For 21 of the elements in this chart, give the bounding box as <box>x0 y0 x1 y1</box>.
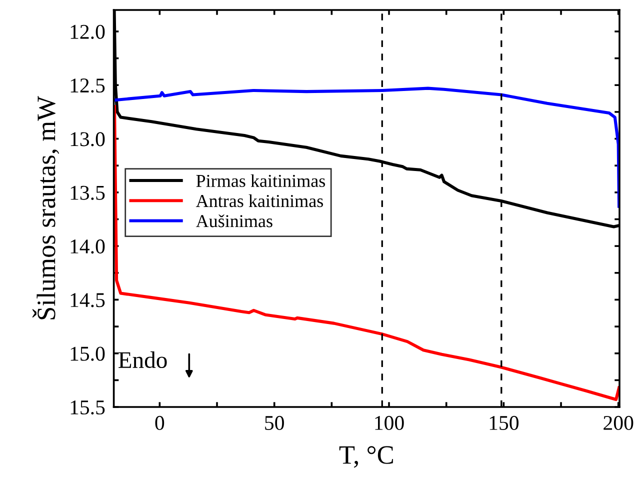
x-tick-label: 200 <box>604 416 634 430</box>
x-axis-title: T, °C <box>339 446 393 468</box>
legend-label: Pirmas kaitinimas <box>196 174 326 188</box>
annotation: Endo <box>118 351 167 368</box>
legend-label: Aušinimas <box>196 214 272 228</box>
line-series <box>114 105 620 402</box>
y-tick-label: 14.5 <box>70 293 105 308</box>
line-series <box>114 86 620 208</box>
y-tick-label: 15.0 <box>70 346 105 361</box>
y-tick-label: 12.0 <box>70 24 105 39</box>
y-tick-label: 13.5 <box>70 186 105 200</box>
x-tick-label: 100 <box>375 416 404 430</box>
x-tick-label: 0 <box>155 416 164 430</box>
legend-label: Antras kaitinimas <box>196 194 323 208</box>
x-tick-label: 150 <box>490 416 519 430</box>
x-tick-label: 50 <box>265 416 284 430</box>
y-tick-label: 14.0 <box>70 239 105 254</box>
y-tick-label: 12.5 <box>70 78 105 93</box>
y-tick-label: 13.0 <box>70 132 105 146</box>
y-tick-label: 15.5 <box>70 400 105 415</box>
y-axis-title: Šilumos srautas, mW <box>32 96 60 320</box>
